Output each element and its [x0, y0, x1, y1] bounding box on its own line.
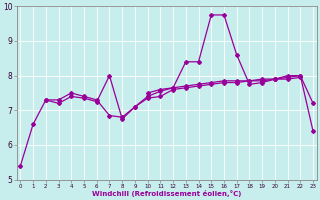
X-axis label: Windchill (Refroidissement éolien,°C): Windchill (Refroidissement éolien,°C) — [92, 190, 241, 197]
